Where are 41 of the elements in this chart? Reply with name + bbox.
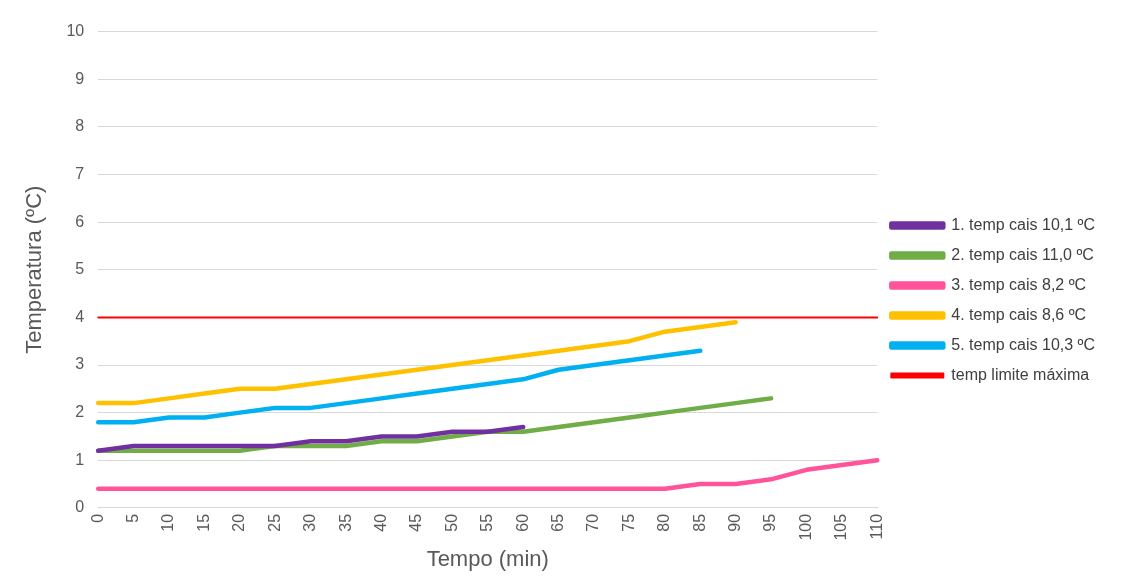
x-tick-label: 5 [124,513,142,523]
x-tick-label: 75 [619,513,637,532]
x-tick-label: 0 [88,513,106,523]
x-tick-label: 35 [336,513,354,532]
legend-label: temp limite máxima [951,365,1090,383]
y-tick-label: 2 [75,403,85,421]
x-tick-label: 60 [513,513,531,532]
x-tick-label: 45 [407,513,425,532]
x-tick-label: 70 [584,513,602,532]
x-tick-label: 10 [159,513,177,532]
x-tick-label: 15 [194,513,212,532]
x-tick-label: 65 [548,513,566,532]
legend-label: 3. temp cais 8,2 ºC [951,275,1087,293]
y-tick-label: 7 [75,164,85,182]
y-tick-label: 9 [75,69,85,87]
x-tick-label: 100 [796,513,814,541]
y-tick-label: 8 [75,117,85,135]
legend-label: 5. temp cais 10,3 ºC [951,335,1095,353]
legend-label: 1. temp cais 10,1 ºC [951,215,1095,233]
legend-label: 2. temp cais 11,0 ºC [951,245,1094,263]
x-tick-label: 20 [230,513,248,532]
x-tick-label: 80 [655,513,673,532]
y-tick-label: 10 [66,22,85,40]
x-tick-label: 105 [832,513,850,541]
x-tick-label: 85 [690,513,708,532]
y-axis-title: Temperatura (ºC) [21,185,47,354]
y-tick-label: 1 [75,450,85,468]
x-tick-label: 90 [726,513,744,532]
y-tick-label: 6 [75,212,85,230]
y-tick-label: 4 [75,307,85,325]
legend-label: 4. temp cais 8,6 ºC [951,305,1087,323]
x-tick-label: 50 [442,513,460,532]
x-tick-label: 95 [761,513,779,532]
y-tick-label: 3 [75,355,85,373]
x-tick-label: 25 [265,513,283,532]
x-tick-label: 110 [867,513,885,540]
x-tick-label: 40 [371,513,389,532]
x-axis-title: Tempo (min) [426,545,549,571]
y-tick-label: 5 [75,260,85,278]
x-tick-label: 55 [478,513,496,532]
x-tick-label: 30 [301,513,319,532]
